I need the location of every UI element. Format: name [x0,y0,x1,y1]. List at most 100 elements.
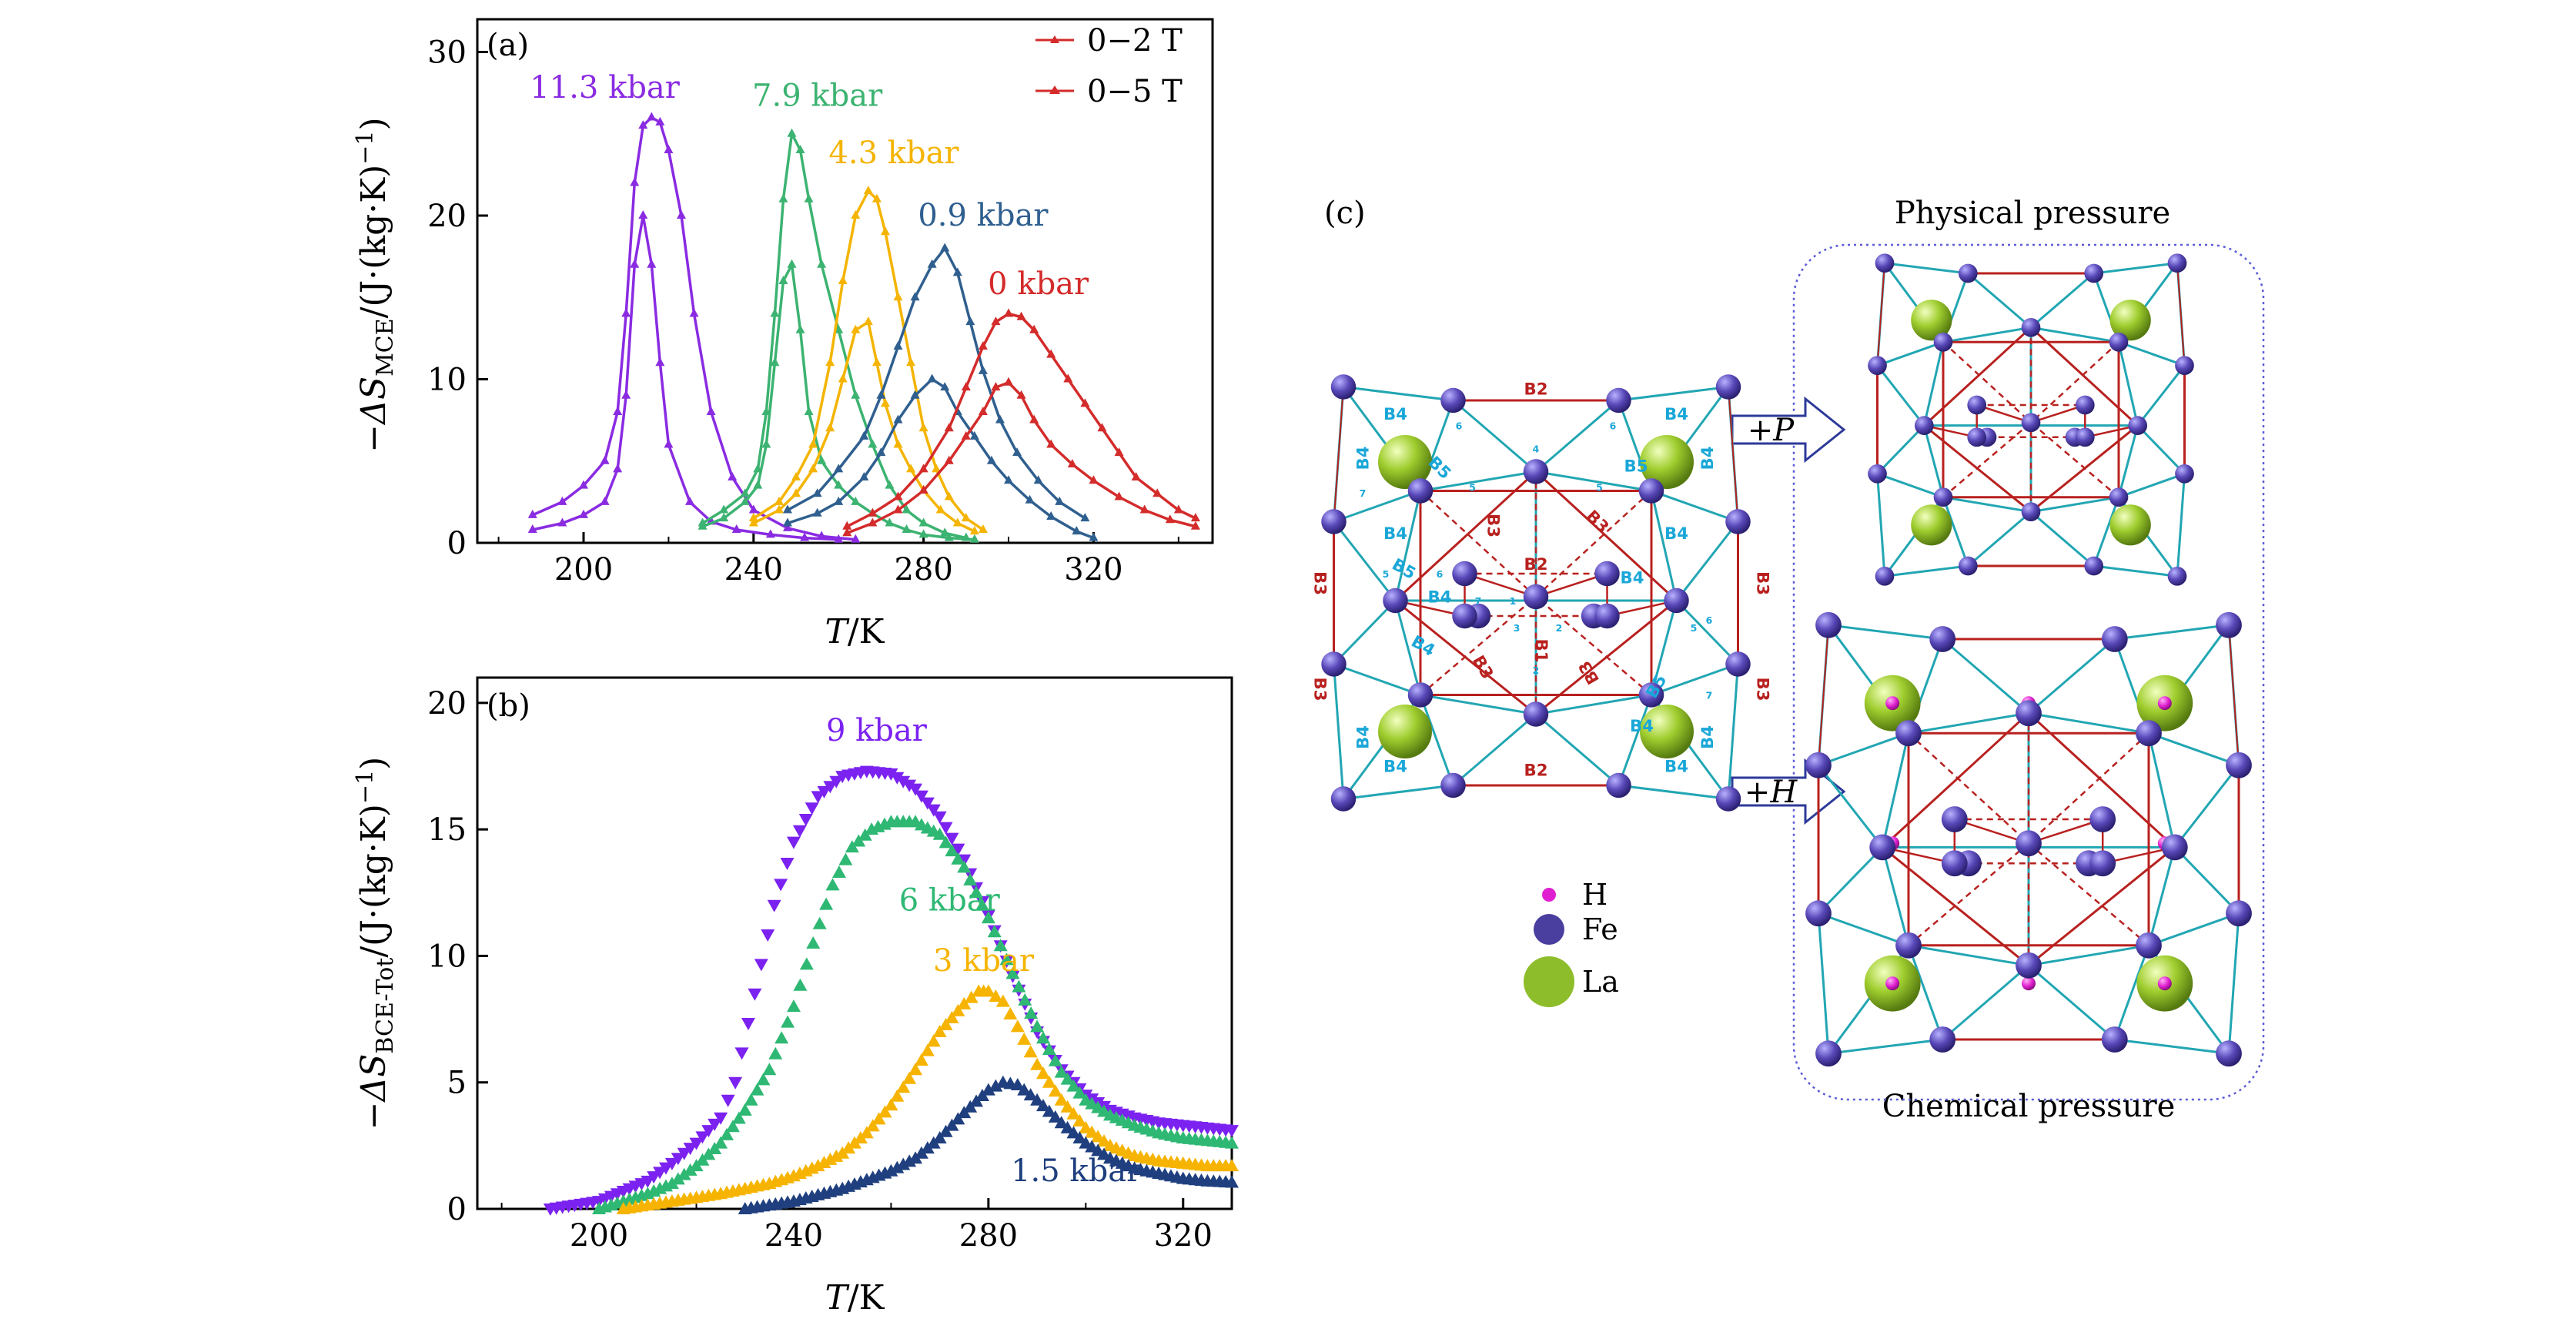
series-point [1190,513,1200,522]
series-point [1153,488,1163,497]
series-point [664,145,674,153]
series-marker [938,822,953,835]
bond-label: B3 [1582,507,1613,537]
bond-label: 4 [1533,444,1540,455]
series-point [944,532,954,541]
bond [1828,1038,1943,1055]
bond [1394,600,1422,695]
series-marker [689,1137,704,1150]
series-marker [981,984,995,997]
series-point [885,517,895,527]
series-point [940,243,950,252]
series-point [782,504,792,514]
bond [2118,340,2186,367]
fe-atom [1452,603,1477,629]
series-marker [664,1177,679,1190]
series-point [910,390,920,399]
bond [2136,424,2186,475]
series-marker [908,1063,923,1076]
series-point [817,455,827,464]
bond [1942,496,2032,514]
series-marker [865,1119,880,1132]
bond [1967,511,2032,567]
bond [1535,470,1652,492]
series-marker [738,1103,752,1116]
bond [2030,511,2095,567]
series-marker [884,768,898,781]
bond-label: 7 [1360,487,1367,499]
series-marker [1010,1019,1025,1033]
bond [2117,341,2139,426]
series-point [952,267,962,276]
series-marker [829,1149,844,1162]
series-point [1089,532,1099,541]
series-point [969,430,979,440]
bond [1907,945,1944,1040]
series-point [1072,526,1082,535]
series-point [825,423,835,432]
fe-atom [2016,952,2042,979]
bond [1651,490,1739,523]
series-point [825,357,835,367]
la-atom [1911,300,1952,341]
series-point [748,513,758,522]
series-marker [902,779,917,792]
series-point [630,177,640,186]
bond [2093,497,2120,567]
series-point [795,145,805,153]
series-point [753,480,763,489]
fe-atom [1330,786,1357,812]
h-atom [1885,976,1900,991]
series-marker [890,1160,905,1173]
series-marker [1024,1006,1039,1019]
arrow-plus-h-label: +H [1745,775,1798,810]
fe-atom [2109,487,2129,507]
bond [1876,364,1925,427]
bond [1333,599,1397,665]
fe-atom [1638,478,1664,504]
series-point [940,382,950,391]
physical-pressure-label: Physical pressure [1895,196,2170,231]
bond-label: B4 [1354,447,1373,470]
series-marker [914,1053,928,1066]
bond [1420,596,1537,696]
x-tick-label: 240 [764,1218,823,1254]
fe-atom [2016,830,2042,857]
bond-label: 5 [1383,568,1390,580]
series-point [1004,475,1014,484]
fe-atom [1606,772,1631,798]
bond [1343,784,1454,800]
bond [2148,912,2240,947]
series-marker [981,1083,995,1096]
series-marker [1060,1120,1075,1133]
series-marker [1036,1031,1050,1044]
series-marker [744,1093,758,1106]
series-point [851,210,861,219]
series-marker [731,1111,746,1124]
series-point [689,308,699,317]
series-point [902,504,912,514]
y-tick-label: 0 [447,526,467,561]
bond-label: 6 [1706,614,1713,626]
series-annotation: 9 kbar [826,713,928,748]
series-point [1046,349,1056,358]
series-point [791,488,801,497]
series-marker [1042,1075,1056,1088]
bond-label: 6 [1437,568,1444,580]
series-point [719,504,729,514]
bond [2030,496,2119,514]
series-point [902,524,912,533]
series-marker [1048,1053,1062,1066]
series-point [851,390,861,399]
fe-atom [1407,478,1434,504]
series-point [1190,521,1200,530]
series-point [557,517,567,527]
series-annotation: 3 kbar [933,943,1035,979]
series-marker [728,1076,743,1090]
series-marker [1030,1093,1045,1106]
series-point [728,472,738,480]
series-marker [1225,1175,1239,1188]
series-point [740,488,750,497]
bond-label: B4 [1664,405,1688,424]
fe-atom [2101,626,2128,652]
